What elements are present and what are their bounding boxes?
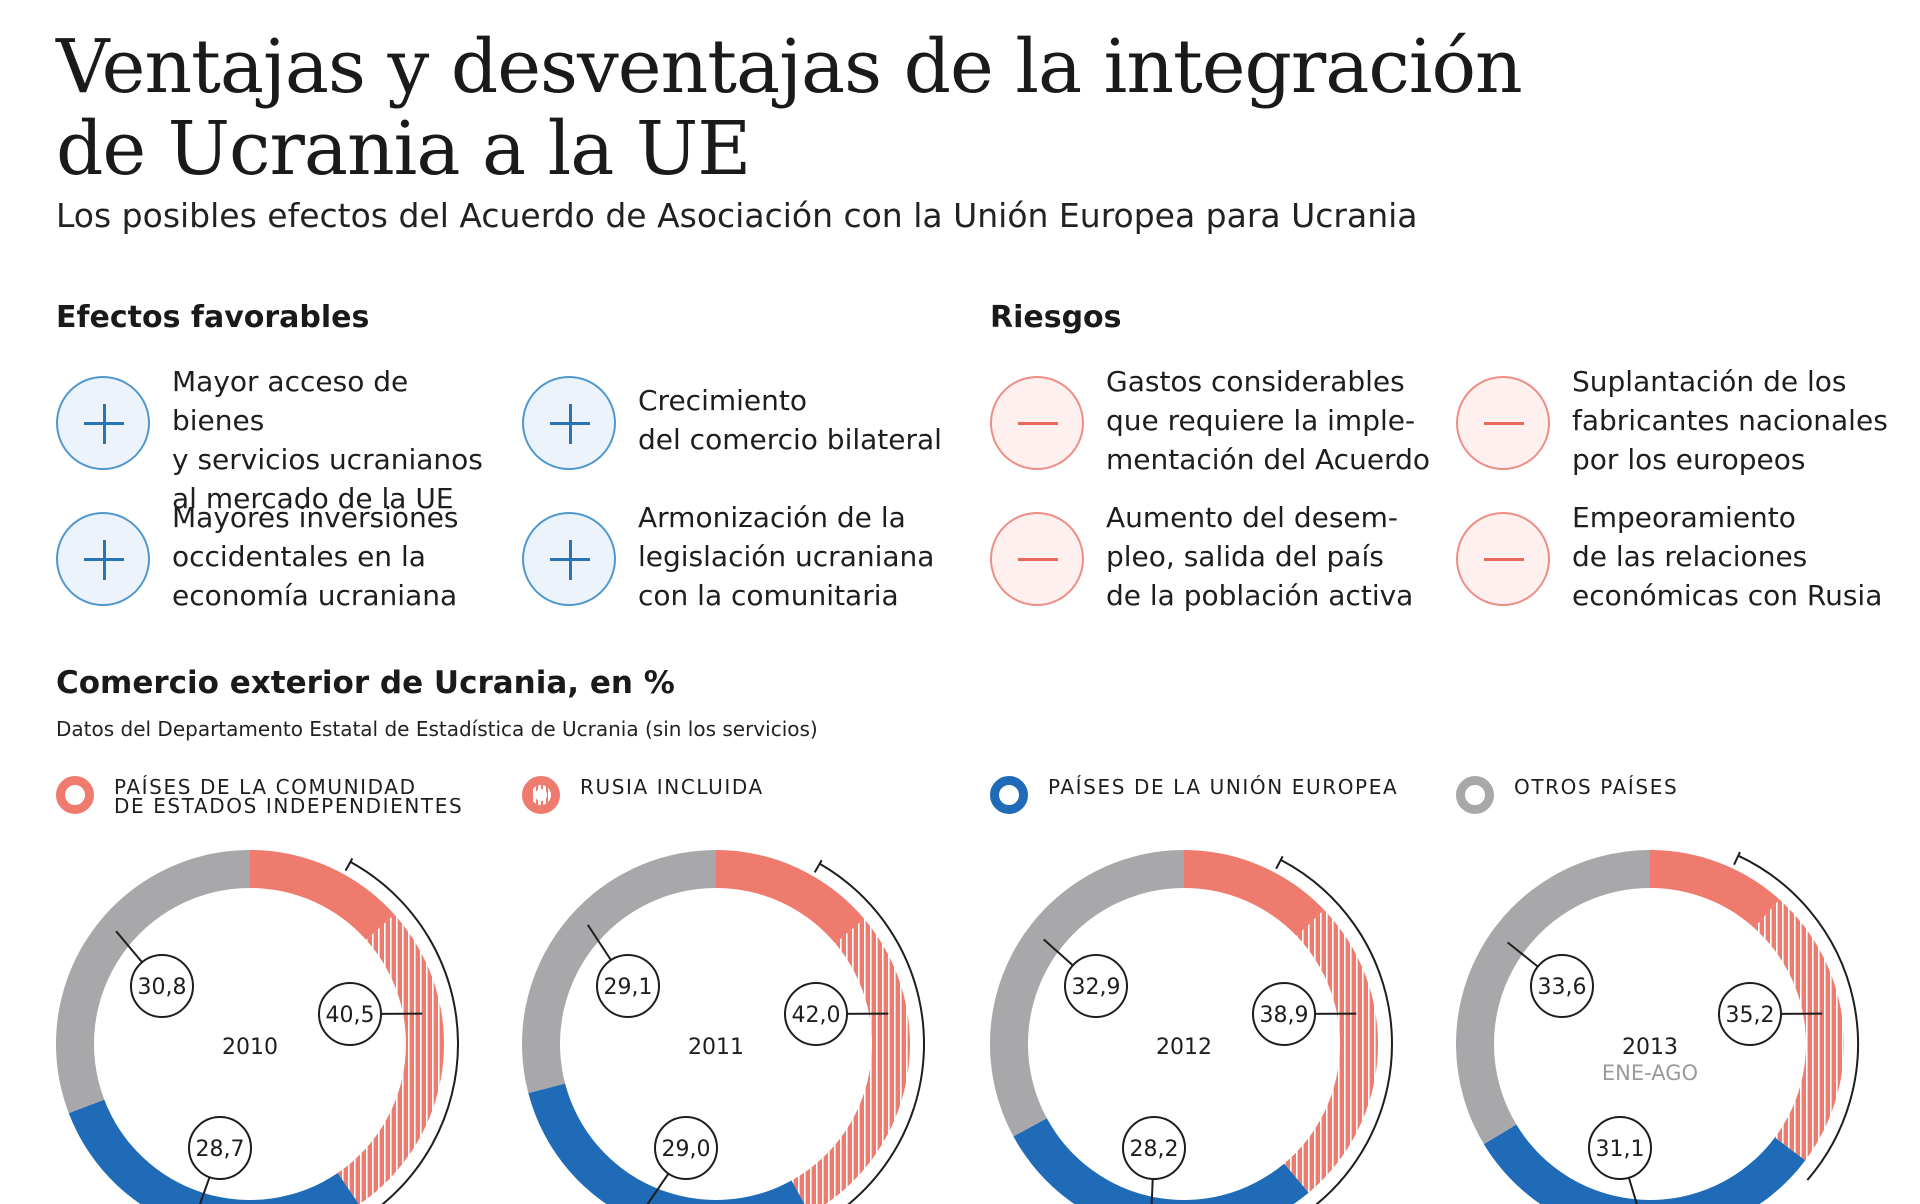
slice-ue — [68, 1099, 359, 1204]
value-bubble-otros — [130, 954, 194, 1018]
favorable-item: Mayor acceso de bienes y servicios ucran… — [56, 365, 483, 515]
riesgo-text: Empeoramiento de las relaciones económic… — [1572, 501, 1883, 612]
riesgo-item: Suplantación de los fabricantes nacional… — [1456, 365, 1888, 488]
chart-title: Comercio exterior de Ucrania, en % — [56, 665, 675, 701]
year-label: 2011 — [688, 1035, 744, 1060]
slice-otros — [55, 850, 250, 1114]
riesgos-heading: Riesgos — [990, 300, 1122, 335]
value-bubble-otros — [596, 954, 660, 1018]
cei-bracket — [819, 862, 925, 1204]
cei-bracket — [1280, 859, 1393, 1204]
favorable-item: Armonización de la legislación ucraniana… — [522, 501, 942, 624]
favorable-text: Mayor acceso de bienes y servicios ucran… — [172, 365, 483, 515]
slice-ue — [528, 1083, 805, 1204]
value-bubble-otros — [1530, 954, 1594, 1018]
period-note: ENE-AGO — [1602, 1061, 1698, 1085]
slice-otros — [522, 850, 716, 1094]
page-title: Ventajas y desventajas de la integración… — [56, 26, 1616, 190]
page-subtitle: Los posibles efectos del Acuerdo de Asoc… — [56, 196, 1418, 235]
plus-icon — [522, 376, 616, 470]
legend-swatch-cei — [56, 776, 94, 814]
data-label-otros: 29,1 — [604, 975, 653, 1000]
favorable-item: Crecimiento del comercio bilateral — [522, 368, 942, 488]
data-label-cei: 38,9 — [1260, 1003, 1309, 1028]
data-label-cei: 40,5 — [326, 1003, 375, 1028]
chart-source: Datos del Departamento Estatal de Estadí… — [56, 717, 818, 741]
data-label-ue: 29,0 — [662, 1137, 711, 1162]
slice-rusia — [1284, 909, 1378, 1193]
minus-icon — [1456, 376, 1550, 470]
value-bubble-cei — [1718, 982, 1782, 1046]
value-bubble-cei — [318, 982, 382, 1046]
favorable-text: Mayores inversiones occidentales en la e… — [172, 501, 459, 612]
value-bubble-cei — [1252, 982, 1316, 1046]
donut-2010: 2010 — [55, 850, 459, 1204]
year-label: 2012 — [1156, 1035, 1212, 1060]
plus-icon — [56, 512, 150, 606]
slice-cei — [250, 850, 395, 940]
donut-2012: 2012 — [989, 850, 1393, 1204]
data-label-otros: 30,8 — [138, 975, 187, 1000]
legend-swatch-otros — [1456, 776, 1494, 814]
minus-icon — [990, 512, 1084, 606]
donut-charts: 2010 40,5 28,7 30,8 2011 42,0 29,0 29,1 2012 38,9… — [55, 850, 1859, 1204]
legend-label-rusia: Rusia incluida — [580, 775, 764, 799]
cei-bracket — [1737, 854, 1859, 1181]
data-label-otros: 32,9 — [1072, 975, 1121, 1000]
title-line-1: Ventajas y desventajas de la integración — [56, 24, 1523, 110]
year-label: 2010 — [222, 1035, 278, 1060]
value-bubble-ue — [1122, 1116, 1186, 1180]
slice-rusia — [791, 918, 910, 1204]
legend-swatch-rusia — [522, 776, 560, 814]
data-label-ue: 31,1 — [1596, 1137, 1645, 1162]
favorables-heading: Efectos favorables — [56, 300, 370, 335]
value-bubble-ue — [188, 1116, 252, 1180]
slice-ue — [1013, 1118, 1309, 1204]
title-line-2: de Ucrania a la UE — [56, 106, 751, 192]
slice-otros — [1456, 850, 1650, 1145]
minus-icon — [1456, 512, 1550, 606]
riesgo-text: Suplantación de los fabricantes nacional… — [1572, 365, 1888, 476]
slice-otros — [989, 850, 1184, 1137]
cei-bracket-tick — [813, 859, 823, 873]
data-label-ue: 28,2 — [1130, 1137, 1179, 1162]
riesgo-item: Aumento del desem- pleo, salida del país… — [990, 501, 1413, 624]
value-bubble-ue — [654, 1116, 718, 1180]
favorable-text: Armonización de la legislación ucraniana… — [638, 501, 935, 612]
donut-2011: 2011 — [522, 850, 925, 1204]
riesgo-text: Gastos considerables que requiere la imp… — [1106, 365, 1430, 476]
slice-cei — [1650, 850, 1780, 928]
slice-cei — [716, 850, 865, 944]
year-label: 2013 — [1622, 1035, 1678, 1060]
cei-bracket-tick — [344, 857, 354, 872]
plus-icon — [56, 376, 150, 470]
value-bubble-cei — [784, 982, 848, 1046]
data-label-cei: 42,0 — [792, 1003, 841, 1028]
value-bubble-ue — [1588, 1116, 1652, 1180]
legend-label-cei: Países de la Comunidad de Estados Indepe… — [114, 775, 464, 818]
data-label-cei: 35,2 — [1726, 1003, 1775, 1028]
plus-icon — [522, 512, 616, 606]
riesgo-item: Empeoramiento de las relaciones económic… — [1456, 501, 1882, 624]
data-label-ue: 28,7 — [196, 1137, 245, 1162]
legend-label-ue: Países de la Unión Europea — [1048, 775, 1399, 799]
legend-swatch-ue — [990, 776, 1028, 814]
slice-cei — [1184, 850, 1325, 937]
cei-bracket-tick — [1733, 851, 1741, 866]
favorable-text: Crecimiento del comercio bilateral — [638, 384, 942, 456]
minus-icon — [990, 376, 1084, 470]
riesgo-text: Aumento del desem- pleo, salida del país… — [1106, 501, 1414, 612]
cei-bracket-tick — [1275, 855, 1284, 870]
cei-bracket — [349, 860, 459, 1204]
legend-label-otros: Otros países — [1514, 775, 1679, 799]
value-bubble-otros — [1064, 954, 1128, 1018]
data-label-otros: 33,6 — [1538, 975, 1587, 1000]
slice-ue — [1483, 1124, 1806, 1204]
slice-rusia — [337, 914, 444, 1204]
riesgo-item: Gastos considerables que requiere la imp… — [990, 365, 1430, 488]
slice-rusia — [1754, 899, 1844, 1161]
favorable-item: Mayores inversiones occidentales en la e… — [56, 501, 476, 624]
